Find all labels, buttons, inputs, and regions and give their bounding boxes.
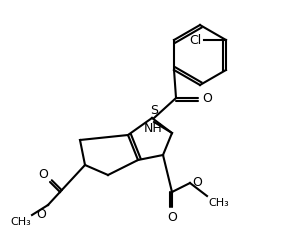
Text: NH: NH bbox=[144, 122, 162, 135]
Text: S: S bbox=[150, 104, 158, 118]
Text: O: O bbox=[202, 92, 212, 104]
Text: O: O bbox=[192, 176, 202, 188]
Text: CH₃: CH₃ bbox=[208, 198, 229, 208]
Text: O: O bbox=[167, 211, 177, 224]
Text: O: O bbox=[38, 168, 48, 181]
Text: O: O bbox=[36, 208, 46, 221]
Text: Cl: Cl bbox=[190, 34, 202, 46]
Text: CH₃: CH₃ bbox=[10, 217, 31, 227]
